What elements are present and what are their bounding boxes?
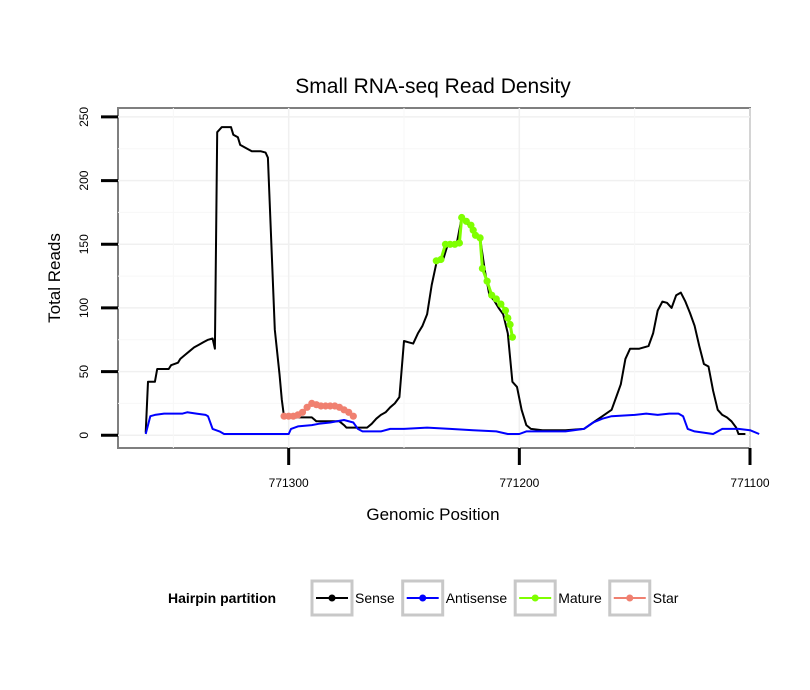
legend-label-mature: Mature (558, 590, 602, 606)
point-mature (504, 314, 512, 322)
axes: 0 50 100 150 200 250 771300 771200 771100 (77, 107, 770, 490)
x-axis-label: Genomic Position (366, 505, 499, 524)
legend-label-antisense: Antisense (446, 590, 508, 606)
legend-title: Hairpin partition (168, 590, 276, 606)
y-tick-label-200: 200 (77, 170, 91, 190)
point-mature (476, 234, 484, 242)
chart-title: Small RNA-seq Read Density (295, 75, 571, 98)
point-star (298, 408, 307, 416)
y-tick-label-100: 100 (77, 298, 91, 318)
grid-lines (118, 108, 751, 448)
point-mature (508, 333, 516, 341)
legend-item-antisense: Antisense (401, 579, 508, 617)
legend-key-dot-antisense (419, 594, 427, 602)
point-mature (506, 320, 514, 329)
y-tick-label-50: 50 (77, 365, 91, 379)
y-tick-label-250: 250 (77, 107, 91, 127)
legend-label-star: Star (653, 590, 679, 606)
legend-item-star: Star (608, 579, 679, 617)
y-axis-label: Total Reads (45, 233, 64, 323)
legend: Hairpin partition Sense Antisense Mature St… (168, 579, 679, 617)
point-mature (437, 255, 445, 264)
y-tick-label-0: 0 (77, 432, 91, 439)
x-tick-label-771300: 771300 (269, 476, 309, 490)
point-mature (455, 239, 463, 247)
legend-item-mature: Mature (513, 579, 602, 617)
y-tick-label-150: 150 (77, 234, 91, 254)
legend-key-dot-sense (328, 594, 336, 602)
point-mature (501, 306, 510, 315)
legend-key-dot-mature (531, 594, 539, 602)
x-tick-label-771100: 771100 (730, 476, 769, 490)
legend-item-sense: Sense (310, 579, 395, 617)
point-mature (478, 264, 486, 272)
legend-key-dot-star (626, 594, 634, 602)
series-layer (144, 126, 760, 435)
x-tick-label-771200: 771200 (499, 476, 539, 490)
point-mature (483, 277, 491, 285)
point-star (349, 412, 357, 420)
legend-label-sense: Sense (355, 590, 395, 606)
point-mature (492, 295, 500, 303)
point-mature (497, 300, 505, 308)
series-line-antisense (144, 411, 760, 435)
